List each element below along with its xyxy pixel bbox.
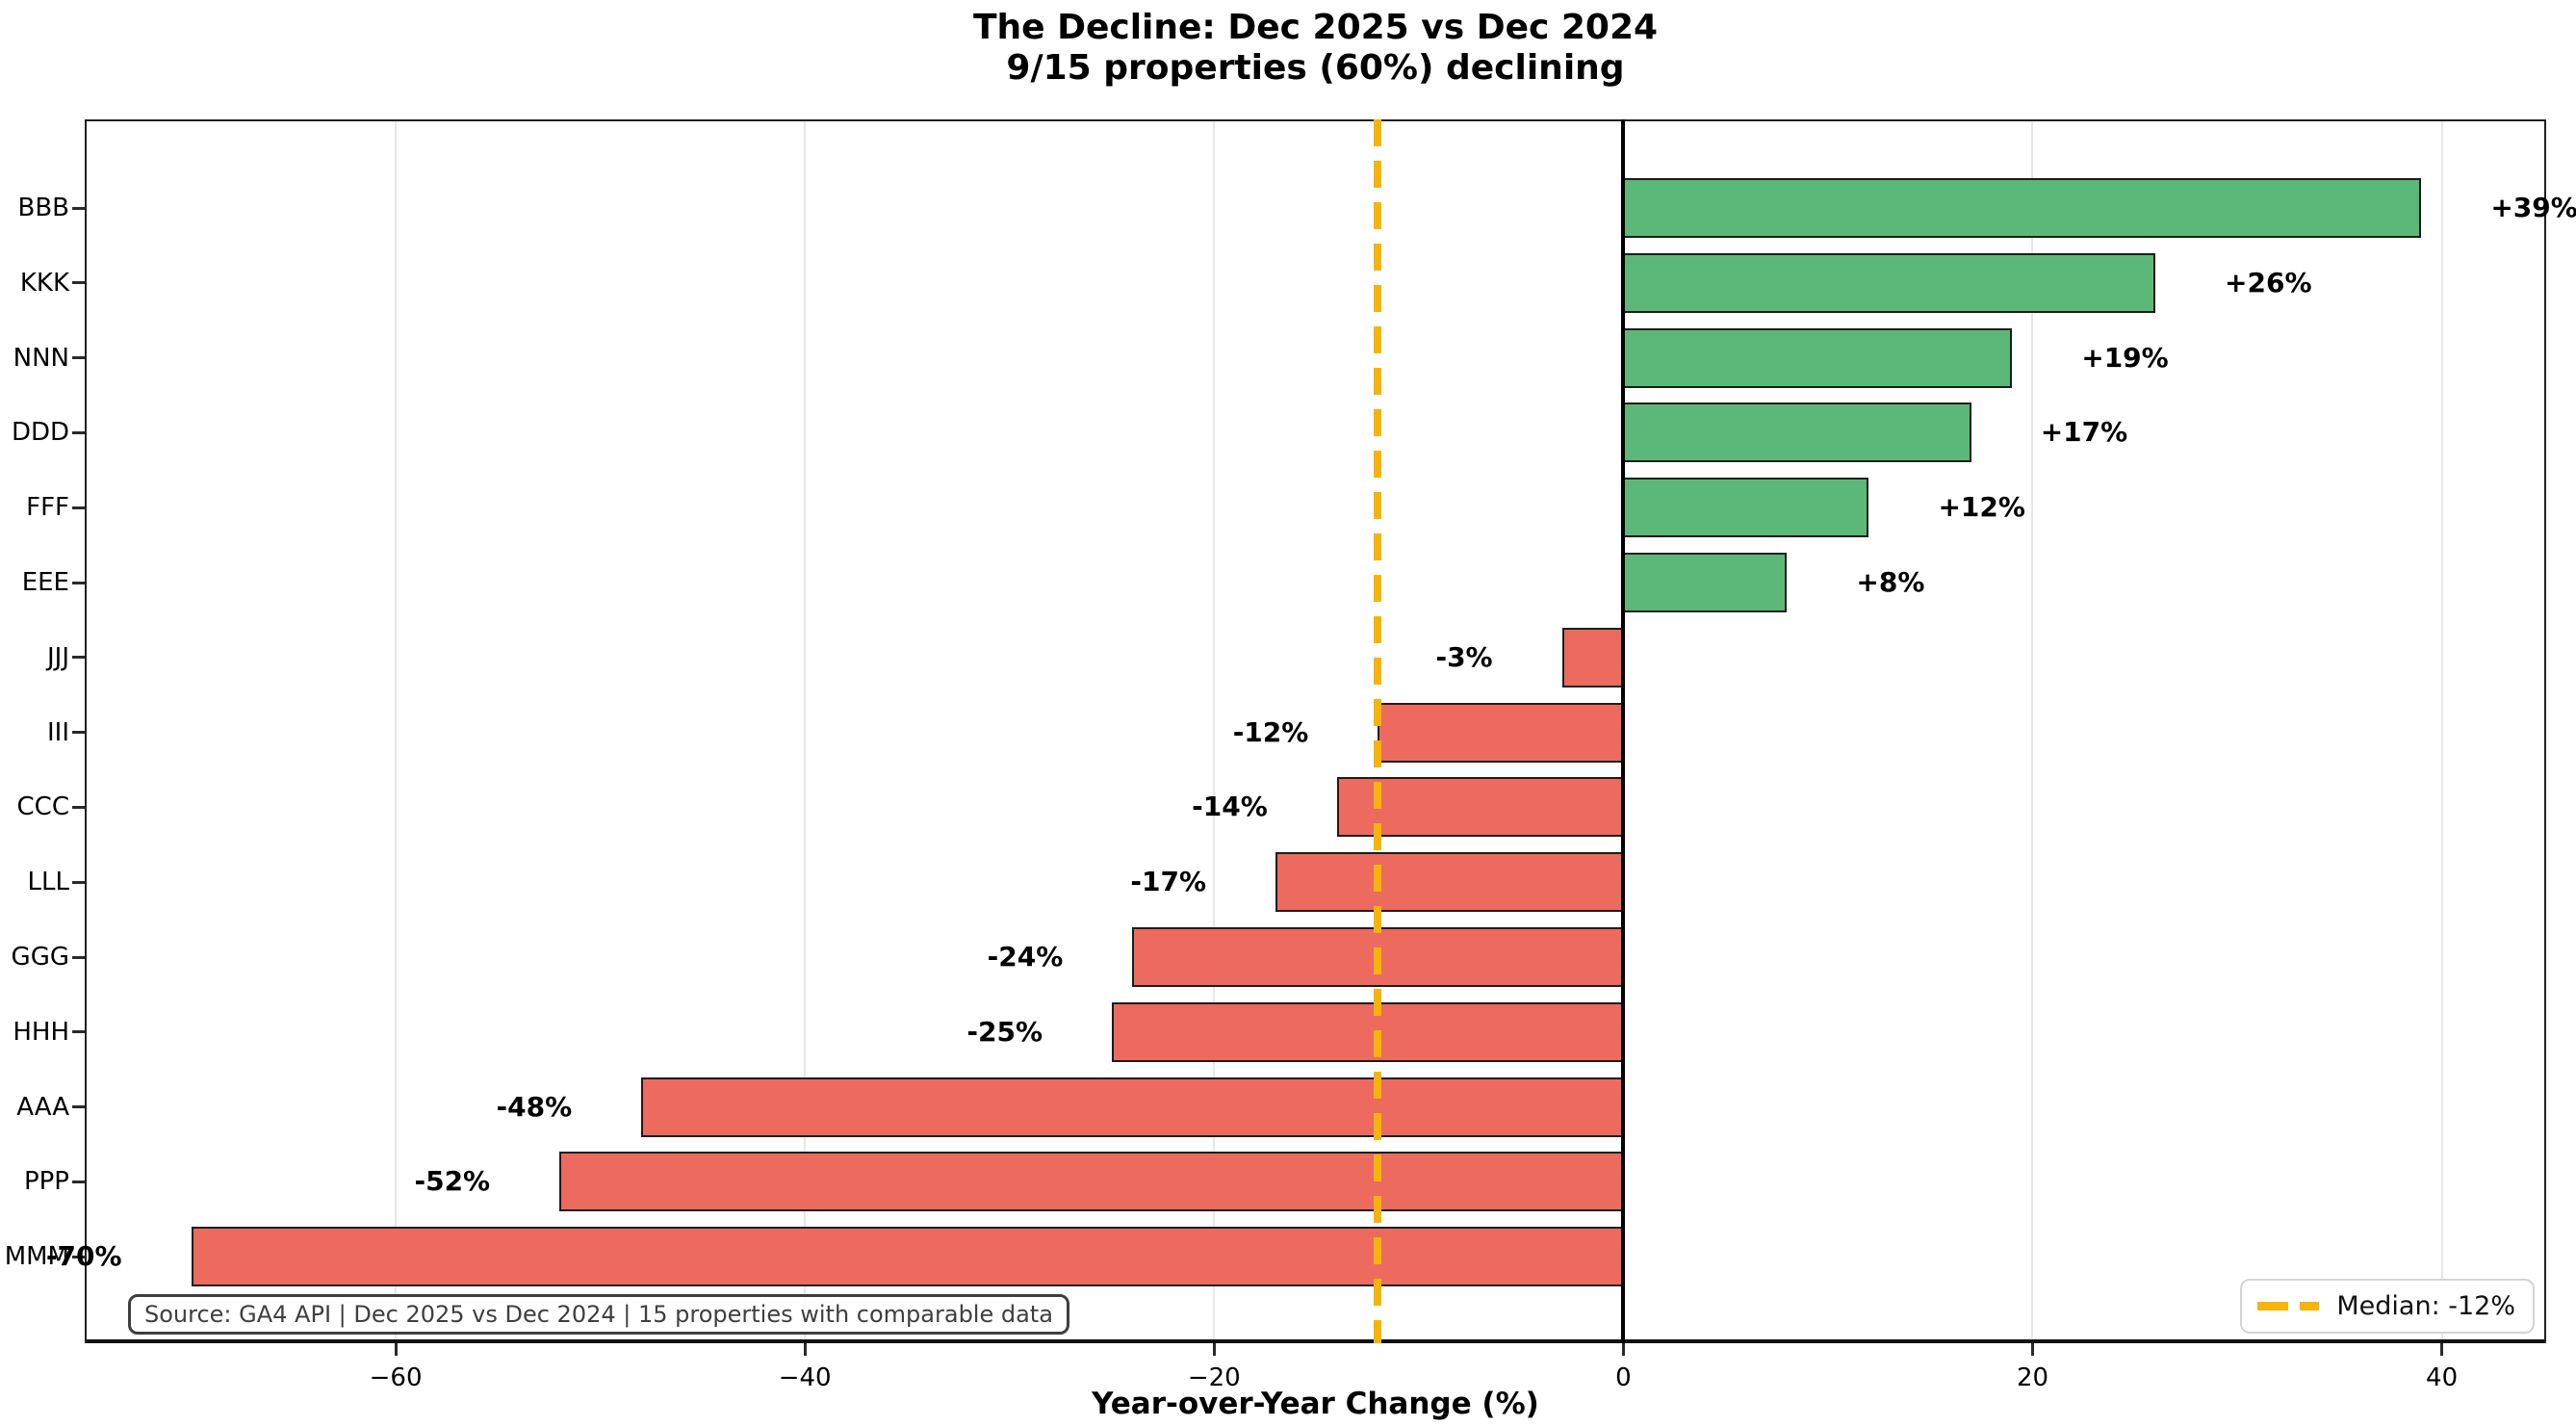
y-axis-label: NNN bbox=[13, 343, 69, 373]
y-axis-label: FFF bbox=[26, 493, 69, 523]
y-axis-label: PPP bbox=[23, 1167, 69, 1197]
y-axis-label: CCC bbox=[16, 792, 69, 822]
bar bbox=[1561, 627, 1624, 688]
y-tick bbox=[72, 1180, 85, 1183]
median-line bbox=[1374, 119, 1382, 1343]
value-label: -70% bbox=[45, 1240, 122, 1273]
y-tick bbox=[72, 430, 85, 434]
gridline bbox=[2440, 119, 2443, 1343]
x-tick bbox=[1212, 1343, 1216, 1356]
y-axis-label: AAA bbox=[16, 1092, 69, 1122]
bar bbox=[1623, 178, 2422, 238]
median-dashed-line-icon bbox=[2257, 1302, 2320, 1310]
value-label: +19% bbox=[2081, 341, 2169, 374]
y-axis-label: GGG bbox=[11, 943, 69, 972]
y-axis-label: HHH bbox=[13, 1017, 69, 1047]
value-label: +17% bbox=[2040, 416, 2128, 449]
y-axis-label: JJJ bbox=[46, 642, 69, 672]
bar bbox=[1336, 777, 1624, 838]
x-tick-label: 20 bbox=[2016, 1363, 2049, 1392]
value-label: -17% bbox=[1130, 866, 1207, 898]
x-tick bbox=[1621, 1343, 1625, 1356]
bar bbox=[1623, 478, 1869, 538]
chart-title: The Decline: Dec 2025 vs Dec 2024 bbox=[972, 8, 1659, 47]
x-tick-label: 40 bbox=[2426, 1363, 2459, 1392]
y-tick bbox=[72, 880, 85, 884]
value-label: -3% bbox=[1435, 640, 1493, 673]
y-axis-label: MMM bbox=[4, 1242, 69, 1272]
x-tick bbox=[394, 1343, 398, 1356]
bar bbox=[1275, 852, 1624, 913]
y-tick bbox=[72, 1030, 85, 1034]
value-label: -14% bbox=[1192, 791, 1268, 823]
y-tick bbox=[72, 656, 85, 660]
value-label: -52% bbox=[414, 1165, 491, 1198]
y-tick bbox=[72, 1255, 85, 1258]
y-tick bbox=[72, 281, 85, 285]
gridline bbox=[1213, 119, 1216, 1343]
bar bbox=[559, 1152, 1624, 1212]
value-label: -12% bbox=[1232, 715, 1309, 748]
bar bbox=[1623, 553, 1788, 612]
value-label: +39% bbox=[2490, 192, 2576, 223]
y-tick bbox=[72, 805, 85, 809]
bar bbox=[641, 1077, 1624, 1137]
bar bbox=[1623, 252, 2156, 313]
zero-reference-line bbox=[1621, 119, 1626, 1343]
y-tick bbox=[72, 356, 85, 360]
source-annotation: Source: GA4 API | Dec 2025 vs Dec 2024 |… bbox=[128, 1294, 1069, 1335]
value-label: +12% bbox=[1938, 491, 2025, 524]
x-tick-label: 0 bbox=[1615, 1363, 1632, 1392]
chart-subtitle: 9/15 properties (60%) declining bbox=[1006, 48, 1625, 88]
y-tick bbox=[72, 581, 85, 584]
bar bbox=[1623, 327, 2013, 388]
y-axis-label: KKK bbox=[19, 268, 69, 298]
y-axis-label: EEE bbox=[21, 568, 69, 597]
value-label: -48% bbox=[496, 1090, 573, 1123]
x-tick bbox=[803, 1343, 807, 1356]
y-axis-label: DDD bbox=[11, 418, 69, 448]
legend: Median: -12% bbox=[2240, 1279, 2535, 1334]
bar bbox=[1623, 402, 1971, 463]
y-tick bbox=[72, 506, 85, 509]
value-label: -24% bbox=[987, 941, 1064, 973]
x-tick-label: −20 bbox=[1187, 1363, 1241, 1392]
x-axis-title: Year-over-Year Change (%) bbox=[1092, 1387, 1539, 1421]
y-tick bbox=[72, 731, 85, 735]
gridline bbox=[2031, 119, 2034, 1343]
plot-area bbox=[85, 119, 2546, 1343]
x-tick-label: −60 bbox=[369, 1363, 423, 1392]
value-label: -25% bbox=[966, 1015, 1043, 1048]
y-tick bbox=[72, 1105, 85, 1109]
x-tick-label: −40 bbox=[778, 1363, 832, 1392]
bar bbox=[1378, 702, 1624, 763]
x-tick bbox=[2440, 1343, 2444, 1356]
y-axis-label: LLL bbox=[27, 868, 69, 897]
bar bbox=[191, 1227, 1624, 1287]
value-label: +8% bbox=[1856, 566, 1925, 598]
y-axis-label: BBB bbox=[17, 194, 69, 222]
value-label: +26% bbox=[2225, 266, 2312, 298]
y-tick bbox=[72, 955, 85, 959]
gridline bbox=[804, 119, 807, 1343]
bar bbox=[1112, 1001, 1624, 1062]
gridline bbox=[395, 119, 398, 1343]
legend-label: Median: -12% bbox=[2336, 1291, 2515, 1321]
y-axis-label: III bbox=[46, 717, 69, 747]
x-tick bbox=[2030, 1343, 2034, 1356]
y-tick bbox=[72, 206, 85, 210]
